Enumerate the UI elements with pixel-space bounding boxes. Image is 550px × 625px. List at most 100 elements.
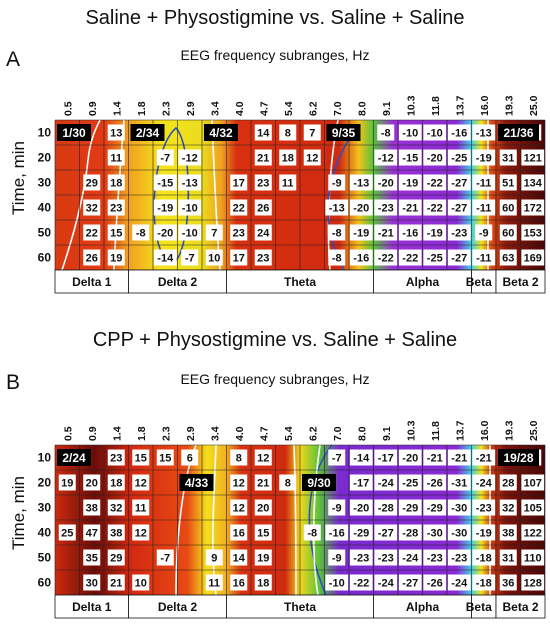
- panel-a-cell-value: -12: [182, 153, 198, 165]
- panel-b-cell-box: [499, 574, 517, 591]
- panel-b-cell-value: -8: [307, 528, 317, 540]
- panel-a-cell-box: [328, 174, 346, 191]
- panel-b-y-tick-label: 20: [38, 476, 52, 490]
- panel-b-cell-value: -9: [332, 553, 342, 565]
- panel-a-cell-box: [521, 174, 545, 191]
- panel-b-white-contour-theta-left: [293, 444, 297, 596]
- panel-a-cell-box: [107, 149, 125, 166]
- panel-b-cell-value: 11: [135, 503, 147, 515]
- panel-a-x-tick-label: 2.3: [160, 101, 172, 116]
- panel-a-y-tick-label: 60: [38, 251, 52, 265]
- panel-b-subtitle: EEG frequency subranges, Hz: [180, 371, 369, 387]
- panel-b-cell-box: [83, 499, 101, 516]
- panel-a-cell-box: [374, 199, 398, 216]
- panel-b-ylabel: Time, min: [9, 476, 28, 550]
- panel-b-cell-box: [205, 574, 223, 591]
- panel-a-cell-box: [107, 249, 125, 266]
- panel-a-cell-value: 11: [282, 178, 294, 190]
- panel-a-x-tick-label: 10.3: [405, 95, 417, 116]
- panel-a-cell-box: [279, 149, 297, 166]
- panel-b-cell-box: [279, 474, 297, 491]
- panel-b-cell-value: 8: [236, 453, 242, 465]
- panel-a-cell-box: [472, 149, 496, 166]
- panel-a-cell-value: -21: [402, 203, 418, 215]
- panel-b-cell-box: [254, 549, 272, 566]
- panel-b-cell-box: [349, 524, 373, 541]
- panel-a-cell-value: 23: [233, 228, 245, 240]
- panel-a-cell-value: 172: [524, 203, 542, 215]
- panel-a-cell-value: -8: [332, 228, 342, 240]
- panel-a-cell-value: -10: [427, 128, 443, 140]
- panel-a-cell-box: [107, 174, 125, 191]
- panel-b-band-label: Beta 1: [466, 600, 502, 614]
- panel-b-cell-box: [398, 549, 422, 566]
- panel-a-count-label: 21/36: [503, 126, 533, 140]
- panel-b-cell-box: [374, 474, 398, 491]
- panel-b-cell-value: 11: [208, 578, 220, 590]
- panel-a-cell-box: [423, 249, 447, 266]
- panel-a-cell-box: [178, 174, 202, 191]
- panel-a-cell-box: [153, 249, 177, 266]
- panel-b-x-tick-label: 0.9: [87, 426, 99, 441]
- panel-b-cell-value: 9: [211, 553, 217, 565]
- panel-a-cell-value: 169: [524, 253, 542, 265]
- panel-a-cell-value: -22: [402, 253, 418, 265]
- panel-b-cell-value: -23: [427, 553, 443, 565]
- panel-b-cell-value: -29: [402, 503, 418, 515]
- panel-a-cell-box: [521, 249, 545, 266]
- panel-a-cell-box: [328, 224, 346, 241]
- panel-b-band-label: Delta 2: [158, 600, 198, 614]
- panel-b-cell-box: [499, 524, 517, 541]
- panel-a-cell-box: [181, 249, 199, 266]
- panel-a-cell-value: -14: [157, 253, 174, 265]
- panel-a-cell-box: [423, 199, 447, 216]
- panel-a-letter: A: [6, 48, 20, 71]
- panel-a-band-label: Delta 1: [72, 275, 112, 289]
- panel-a-cell-box: [205, 224, 223, 241]
- panel-a-cell-box: [447, 224, 471, 241]
- panel-b-cell-box: [132, 474, 150, 491]
- panel-a-cell-value: -7: [160, 153, 170, 165]
- panel-a: Saline + Physostigmine vs. Saline + Sali…: [6, 7, 546, 294]
- panel-b-cell-value: 12: [257, 453, 269, 465]
- panel-a-cell-box: [205, 249, 223, 266]
- panel-b-cell-value: 38: [502, 528, 514, 540]
- panel-a-title: Saline + Physostigmine vs. Saline + Sali…: [85, 7, 464, 29]
- panel-a-cell-value: 17: [233, 253, 245, 265]
- panel-b-cell-box: [423, 474, 447, 491]
- panel-a-cell-box: [447, 249, 471, 266]
- panel-a-cell-value: 23: [257, 253, 269, 265]
- panel-b-x-tick-label: 25.0: [528, 420, 540, 441]
- panel-b-cell-value: 8: [285, 478, 291, 490]
- panel-a-cell-value: -13: [353, 178, 369, 190]
- panel-a-cell-value: -13: [182, 178, 198, 190]
- panel-b-cell-box: [423, 549, 447, 566]
- panel-b-cell-box: [472, 449, 496, 466]
- panel-b-x-tick-label: 8.0: [356, 426, 368, 441]
- panel-a-count-label: 1/30: [62, 126, 86, 140]
- panel-b-cell-box: [447, 474, 471, 491]
- panel-b-cell-box: [328, 549, 346, 566]
- panel-a-cell-value: -13: [329, 203, 345, 215]
- panel-b-x-tick-label: 7.0: [332, 426, 344, 441]
- panel-b-cell-value: -24: [451, 578, 468, 590]
- panel-a-cell-value: 32: [86, 203, 98, 215]
- panel-a-cell-value: -19: [402, 178, 418, 190]
- panel-a-count-badge: [57, 124, 91, 141]
- panel-a-cell-box: [423, 174, 447, 191]
- panel-a-cell-value: 51: [502, 178, 514, 190]
- panel-b-cell-value: 12: [135, 478, 147, 490]
- panel-b-x-tick-label: 1.4: [111, 426, 123, 441]
- panel-b-cell-box: [521, 549, 545, 566]
- panel-a-count-label: 2/34: [136, 126, 160, 140]
- panel-b-cell-value: 47: [86, 528, 98, 540]
- panel-b-x-tick-label: 9.1: [381, 426, 393, 441]
- panel-b-cells: 2315156812-7-14-17-20-21-21-213719201812…: [57, 449, 545, 591]
- panel-a-cell-box: [254, 224, 272, 241]
- panel-a-cell-value: 11: [110, 153, 122, 165]
- panel-b-x-tick-label: 5.4: [283, 426, 295, 441]
- panel-a-cell-value: 17: [233, 178, 245, 190]
- panel-a-cell-box: [374, 249, 398, 266]
- panel-b-cell-value: -29: [427, 503, 443, 515]
- panel-b-cell-value: -23: [353, 553, 369, 565]
